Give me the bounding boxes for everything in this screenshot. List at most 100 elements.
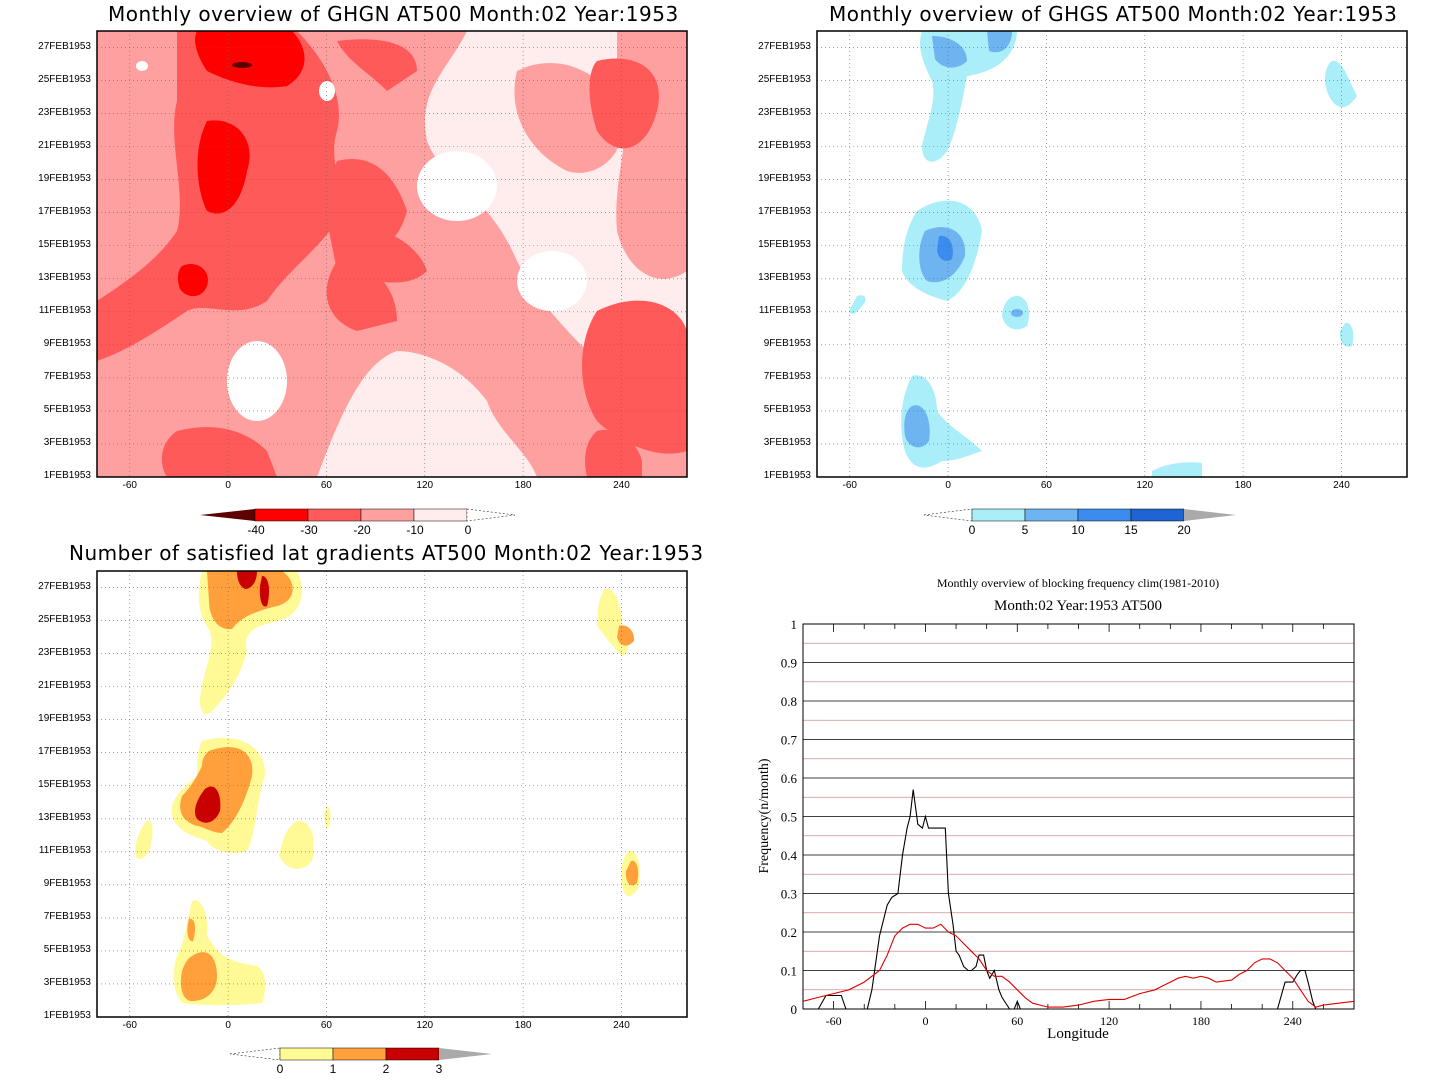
ghgn-x-tick: 0 bbox=[225, 480, 231, 491]
ghgn-x-tick: 60 bbox=[320, 480, 332, 491]
lat-y-tick: 25FEB1953 bbox=[38, 613, 91, 625]
freq-x-tick: 180 bbox=[1192, 1014, 1210, 1028]
ghgn-contour-band bbox=[232, 62, 252, 68]
ghgs-y-tick: 23FEB1953 bbox=[758, 106, 811, 118]
ghgs-title: Monthly overview of GHGS AT500 Month:02 … bbox=[829, 2, 1398, 26]
ghgs-colorbar-label: 10 bbox=[1071, 523, 1085, 537]
lat-x-tick: 180 bbox=[514, 1020, 532, 1031]
lat-contour-band bbox=[279, 820, 314, 869]
ghgn-y-tick: 11FEB1953 bbox=[38, 304, 91, 316]
ghgs-y-tick: 7FEB1953 bbox=[763, 370, 811, 382]
freq-xlabel: Longitude bbox=[1047, 1026, 1109, 1042]
lat-contour-band bbox=[194, 786, 221, 823]
lat-x-tick: -60 bbox=[122, 1020, 137, 1031]
ghgs-y-tick: 25FEB1953 bbox=[758, 73, 811, 85]
lat-y-tick: 27FEB1953 bbox=[38, 580, 91, 592]
ghgs-x-tick: 240 bbox=[1333, 480, 1350, 491]
lat-contour-band bbox=[617, 625, 635, 646]
freq-y-tick: 0.8 bbox=[781, 694, 797, 709]
freq-y-tick: 0.5 bbox=[781, 810, 797, 825]
ghgn-contour-band bbox=[197, 120, 250, 214]
lat-contour-band bbox=[324, 806, 331, 829]
ghgs-contour-band bbox=[849, 295, 866, 314]
freq-x-tick: 0 bbox=[922, 1014, 928, 1028]
ghgs-y-tick: 21FEB1953 bbox=[758, 139, 811, 151]
ghgn-x-tick: 180 bbox=[514, 480, 532, 491]
ghgn-contour-hole bbox=[517, 251, 587, 311]
ghgs-y-tick: 3FEB1953 bbox=[763, 436, 811, 448]
lat-contour-band bbox=[180, 952, 217, 1001]
ghgn-contour-hole bbox=[417, 151, 497, 221]
ghgn-colorbar-label: -30 bbox=[300, 523, 318, 537]
ghgs-x-tick: 120 bbox=[1136, 480, 1154, 491]
ghgn-contour-band bbox=[195, 31, 305, 88]
ghgs-y-tick: 15FEB1953 bbox=[758, 238, 811, 250]
ghgs-y-tick: 27FEB1953 bbox=[758, 40, 811, 52]
ghgs-contour-band bbox=[1011, 309, 1023, 317]
freq-y-tick: 0 bbox=[791, 1002, 798, 1017]
lat-y-tick: 17FEB1953 bbox=[38, 745, 91, 757]
ghgn-contour-hole bbox=[319, 81, 335, 101]
lat-y-tick: 7FEB1953 bbox=[43, 910, 91, 922]
ghgn-y-tick: 23FEB1953 bbox=[38, 106, 91, 118]
lat-y-tick: 1FEB1953 bbox=[43, 1010, 91, 1021]
lat-contour-band bbox=[259, 576, 270, 607]
ghgs-y-tick: 5FEB1953 bbox=[763, 403, 811, 415]
lat-x-tick: 240 bbox=[613, 1020, 630, 1031]
freq-chart: 0 0.1 0.2 0.3 0.4 0.5 0.6 0.7 0.8 0.9 1 -60 0 60 120 18… bbox=[781, 617, 1355, 1028]
ghgs-contour-band bbox=[1325, 60, 1357, 108]
ghgs-y-tick: 19FEB1953 bbox=[758, 172, 811, 184]
lat-y-tick: 21FEB1953 bbox=[38, 679, 91, 691]
ghgs-y-tick: 1FEB1953 bbox=[763, 470, 811, 481]
lat-colorbar-label: 2 bbox=[382, 1062, 390, 1076]
freq-x-tick: 60 bbox=[1011, 1014, 1023, 1028]
ghgn-contour-band bbox=[161, 427, 277, 477]
freq-y-tick: 0.3 bbox=[781, 887, 797, 902]
ghgs-contour-band bbox=[904, 405, 930, 448]
ghgn-title: Monthly overview of GHGN AT500 Month:02 … bbox=[108, 2, 679, 26]
ghgs-colorbar-label: 15 bbox=[1124, 523, 1138, 537]
lat-y-tick: 9FEB1953 bbox=[43, 877, 91, 889]
ghgs-x-tick: 0 bbox=[945, 480, 951, 491]
lat-y-tick: 13FEB1953 bbox=[38, 811, 91, 823]
ghgs-contour-band bbox=[987, 31, 1012, 53]
ghgn-contour-band bbox=[337, 39, 417, 91]
ghgn-contour-band bbox=[327, 221, 427, 283]
ghgs-colorbar-label: 0 bbox=[968, 523, 976, 537]
lat-contour-band bbox=[187, 918, 196, 942]
freq-y-tick: 0.7 bbox=[781, 733, 798, 748]
lat-contour-band bbox=[207, 571, 293, 630]
ghgn-x-tick: 120 bbox=[416, 480, 434, 491]
lat-y-tick: 15FEB1953 bbox=[38, 778, 91, 790]
lat-y-tick: 23FEB1953 bbox=[38, 646, 91, 658]
ghgs-x-tick: 180 bbox=[1234, 480, 1252, 491]
ghgs-contour-band bbox=[937, 235, 953, 261]
ghgs-y-tick: 9FEB1953 bbox=[763, 337, 811, 349]
lat-y-tick: 11FEB1953 bbox=[38, 844, 91, 856]
ghgs-y-tick: 11FEB1953 bbox=[758, 304, 811, 316]
ghgn-contour-band bbox=[582, 300, 687, 454]
ghgn-contour-band bbox=[177, 263, 208, 297]
ghgs-y-tick: 17FEB1953 bbox=[758, 205, 811, 217]
lat-x-tick: 120 bbox=[416, 1020, 434, 1031]
freq-y-tick: 1 bbox=[791, 617, 798, 632]
lat-colorbar-label: 0 bbox=[276, 1062, 284, 1076]
ghgs-contour-band bbox=[932, 36, 967, 68]
lat-colorbar-label: 3 bbox=[435, 1062, 443, 1076]
ghgn-y-tick: 27FEB1953 bbox=[38, 40, 91, 52]
ghgs-map bbox=[816, 30, 1408, 478]
freq-y-tick: 0.2 bbox=[781, 925, 797, 940]
ghgs-colorbar bbox=[923, 508, 1236, 522]
lat-contour-band bbox=[135, 820, 153, 859]
freq-y-tick: 0.1 bbox=[781, 964, 797, 979]
lat-colorbar-label: 1 bbox=[329, 1062, 337, 1076]
freq-x-tick: -60 bbox=[826, 1014, 842, 1028]
freq-title: Monthly overview of blocking frequency c… bbox=[936, 576, 1220, 590]
lat-x-tick: 0 bbox=[225, 1020, 231, 1031]
ghgn-colorbar-label: -40 bbox=[247, 523, 265, 537]
freq-x-tick: 240 bbox=[1284, 1014, 1302, 1028]
freq-y-tick: 0.6 bbox=[781, 771, 798, 786]
lat-y-tick: 5FEB1953 bbox=[43, 943, 91, 955]
ghgn-contour-hole bbox=[136, 61, 148, 71]
lat-x-tick: 60 bbox=[320, 1020, 332, 1031]
